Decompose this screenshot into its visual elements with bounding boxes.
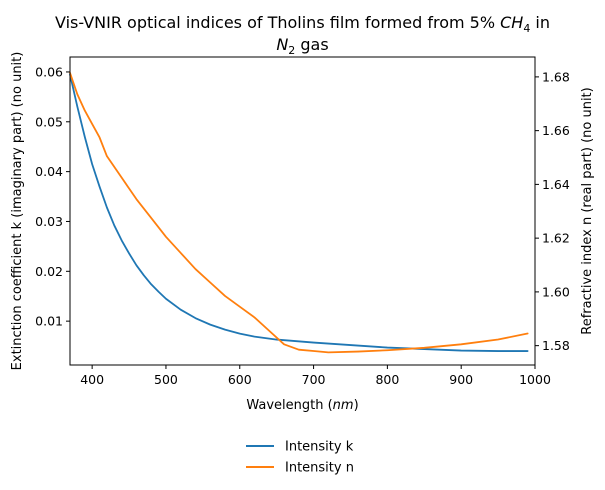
chart-title-line2-sub: 2 — [288, 44, 295, 57]
legend-label-k: Intensity k — [285, 440, 354, 455]
y-right-tick-label: 1.66 — [542, 123, 570, 138]
y-right-tick-label: 1.58 — [542, 338, 570, 353]
x-tick-label: 700 — [302, 372, 326, 387]
chart-title-line2-end: gas — [300, 35, 328, 54]
y-right-tick-label: 1.60 — [542, 284, 570, 299]
y-left-tick-label: 0.04 — [35, 164, 63, 179]
y-right-tick-label: 1.64 — [542, 177, 570, 192]
x-axis-label: Wavelength (nm) — [246, 398, 358, 413]
plot-series — [69, 71, 529, 354]
y-right-axis-label: Refractive index n (real part) (no unit) — [580, 87, 595, 334]
chart-title-line1: Vis-VNIR optical indices of Tholins film… — [55, 13, 550, 36]
x-axis-label-text: Wavelength ( — [246, 398, 332, 413]
x-axis-label-math: nm — [333, 398, 354, 413]
x-tick-label: 600 — [228, 372, 252, 387]
y-left-tick-label: 0.05 — [35, 114, 63, 129]
x-tick-label: 900 — [449, 372, 473, 387]
legend: Intensity k Intensity n — [246, 440, 354, 476]
y-right-axis-ticks: 1.58 1.60 1.62 1.64 1.66 1.68 — [535, 69, 570, 353]
series-line-n — [69, 71, 529, 354]
y-right-tick-label: 1.62 — [542, 231, 570, 246]
y-left-tick-label: 0.03 — [35, 214, 63, 229]
x-axis-label-end: ) — [354, 398, 359, 413]
y-left-axis-label: Extinction coefficient k (imaginary part… — [10, 52, 25, 371]
chart-title-line1-end: in — [535, 13, 550, 32]
x-tick-label: 1000 — [519, 372, 551, 387]
plot-frame — [69, 56, 536, 366]
chart-title-line2-math: N — [276, 35, 288, 54]
x-tick-label: 400 — [80, 372, 104, 387]
y-left-tick-label: 0.02 — [35, 264, 63, 279]
x-axis-ticks: 400 500 600 700 800 900 1000 — [80, 365, 551, 387]
y-left-tick-label: 0.01 — [35, 314, 63, 329]
x-tick-label: 800 — [375, 372, 399, 387]
series-line-k — [69, 73, 529, 352]
x-tick-label: 500 — [154, 372, 178, 387]
chart-title-line1-sub: 4 — [523, 22, 530, 35]
y-right-tick-label: 1.68 — [542, 69, 570, 84]
chart-title-line2: N2 gas — [276, 35, 328, 58]
legend-label-n: Intensity n — [285, 461, 354, 476]
chart-title-line1-math: CH — [500, 13, 523, 32]
chart-title-line1-text: Vis-VNIR optical indices of Tholins film… — [55, 13, 495, 32]
y-left-axis-ticks: 0.01 0.02 0.03 0.04 0.05 0.06 — [35, 64, 70, 329]
y-left-tick-label: 0.06 — [35, 64, 63, 79]
